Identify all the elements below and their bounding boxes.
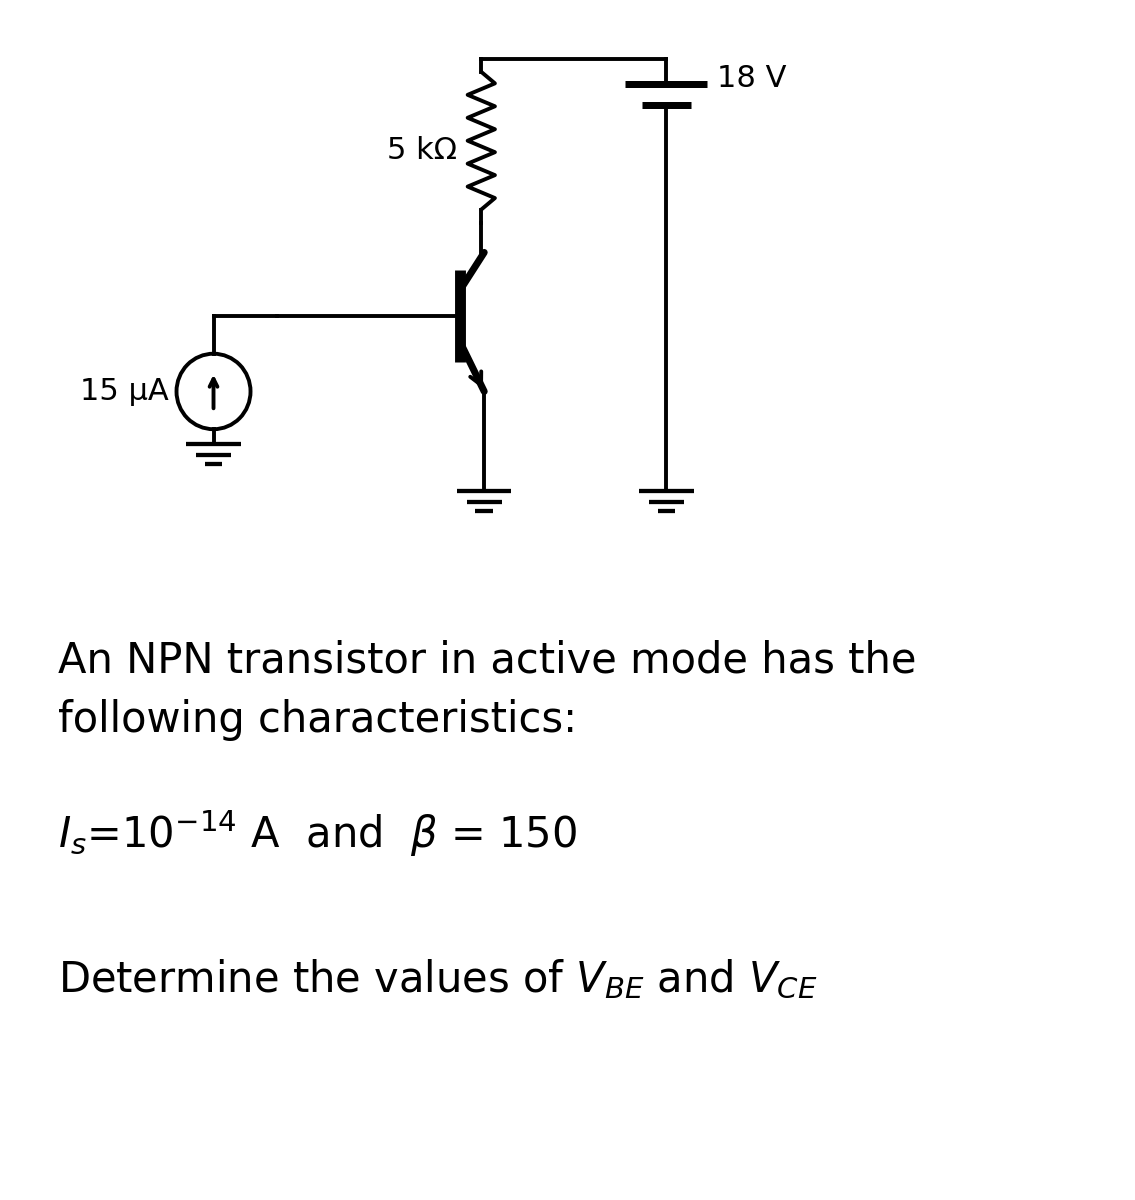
Text: 18 V: 18 V xyxy=(717,64,787,94)
Text: $\mathit{I}_s$=10$^{-14}$ A  and  $\beta$ = 150: $\mathit{I}_s$=10$^{-14}$ A and $\beta$ … xyxy=(58,809,577,859)
Text: Determine the values of $V_{BE}$ and $V_{CE}$: Determine the values of $V_{BE}$ and $V_… xyxy=(58,958,817,1001)
Text: An NPN transistor in active mode has the: An NPN transistor in active mode has the xyxy=(58,640,916,682)
Text: 15 μA: 15 μA xyxy=(79,377,169,406)
Text: 5 kΩ: 5 kΩ xyxy=(387,136,457,166)
Text: following characteristics:: following characteristics: xyxy=(58,700,577,742)
